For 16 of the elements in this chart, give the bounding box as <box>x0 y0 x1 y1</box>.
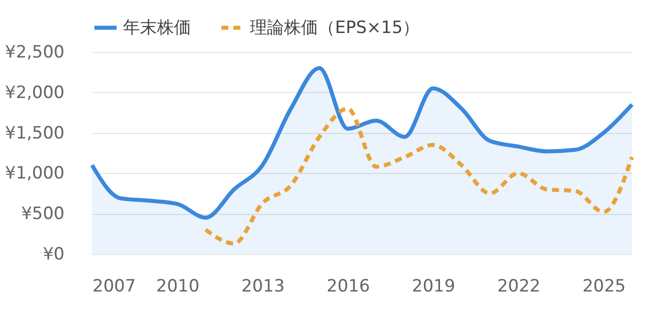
x-tick-label: 2013 <box>241 276 285 296</box>
legend-label: 理論株価（EPS×15） <box>250 18 420 38</box>
x-tick-label: 2010 <box>156 276 200 296</box>
y-tick-label: ¥1,000 <box>5 164 64 184</box>
y-tick-label: ¥2,000 <box>5 82 64 103</box>
legend-label: 年末株価 <box>123 18 191 38</box>
y-tick-label: ¥0 <box>42 244 64 264</box>
y-tick-label: ¥2,500 <box>5 42 64 62</box>
x-tick-label: 2016 <box>326 276 370 296</box>
y-tick-label: ¥1,500 <box>5 123 64 144</box>
x-tick-label: 2019 <box>412 276 456 296</box>
x-tick-label: 2022 <box>497 276 540 296</box>
x-tick-label: 2007 <box>92 276 136 296</box>
x-tick-label: 2025 <box>582 276 626 296</box>
y-tick-label: ¥500 <box>21 204 64 224</box>
line-series <box>204 106 634 246</box>
